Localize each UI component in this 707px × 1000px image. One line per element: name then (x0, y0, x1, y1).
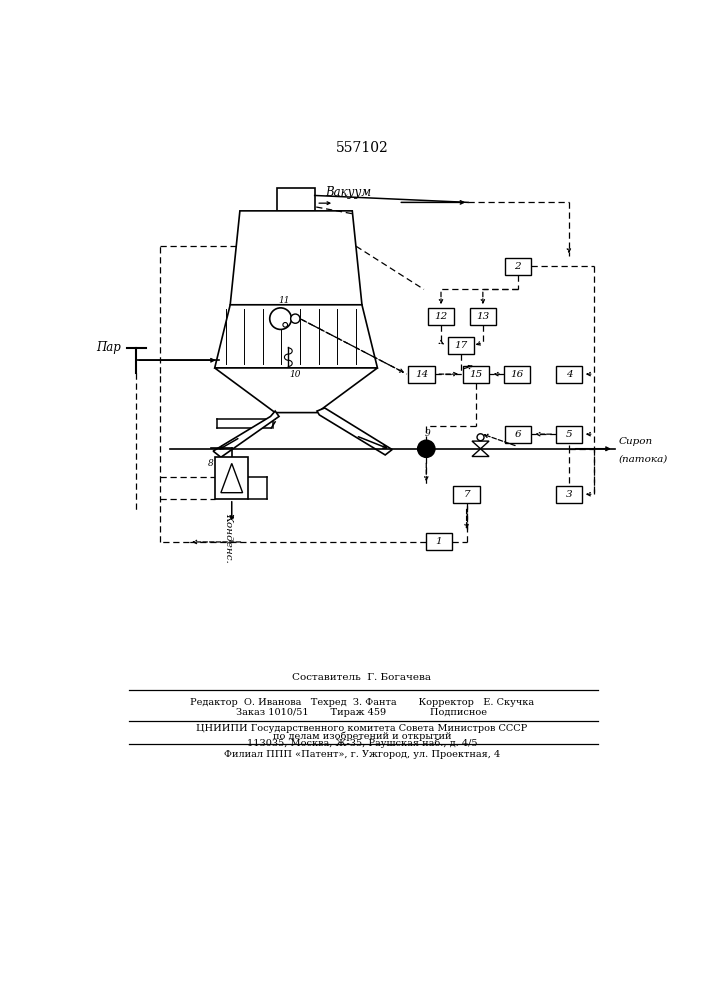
Bar (426, 533, 452, 550)
Text: ЦНИИПИ Государственного комитета Совета Министров СССР: ЦНИИПИ Государственного комитета Совета … (197, 724, 527, 733)
Text: 113035, Москва, Ж-35, Раушская наб., д. 4/5: 113035, Москва, Ж-35, Раушская наб., д. … (247, 738, 477, 748)
Circle shape (291, 314, 300, 323)
Bar (216, 457, 248, 499)
Text: 4: 4 (566, 370, 572, 379)
Text: 15: 15 (469, 370, 482, 379)
Bar (556, 426, 582, 443)
Circle shape (418, 440, 435, 457)
Text: 8: 8 (208, 459, 214, 468)
Text: 557102: 557102 (336, 141, 388, 155)
Text: Заказ 1010/51       Тираж 459              Подписное: Заказ 1010/51 Тираж 459 Подписное (236, 708, 487, 717)
Bar (556, 366, 582, 383)
Circle shape (283, 323, 288, 327)
Bar (469, 308, 496, 325)
Text: 11: 11 (278, 296, 289, 305)
Text: 2: 2 (515, 262, 521, 271)
Text: 16: 16 (510, 370, 524, 379)
Polygon shape (317, 408, 392, 455)
Circle shape (477, 434, 484, 441)
Text: Филиал ППП «Патент», г. Ужгород, ул. Проектная, 4: Филиал ППП «Патент», г. Ужгород, ул. Про… (224, 750, 500, 759)
Text: 7: 7 (463, 490, 470, 499)
Text: 9: 9 (425, 429, 431, 438)
Text: 17: 17 (455, 341, 468, 350)
Bar (277, 188, 315, 211)
Text: по делам изобретений и открытий: по делам изобретений и открытий (273, 731, 451, 741)
Text: 6: 6 (515, 430, 521, 439)
Text: 12: 12 (434, 312, 448, 321)
Polygon shape (221, 463, 243, 493)
Text: 1: 1 (436, 537, 442, 546)
Polygon shape (472, 441, 489, 449)
Bar (409, 366, 435, 383)
Text: Вакуум: Вакуум (325, 186, 372, 199)
Polygon shape (215, 305, 378, 368)
Bar (505, 258, 531, 275)
Bar (556, 486, 582, 503)
Bar (505, 426, 531, 443)
Text: 10: 10 (290, 370, 301, 379)
Text: Редактор  О. Иванова   Техред  З. Фанта       Корректор   Е. Скучка: Редактор О. Иванова Техред З. Фанта Корр… (190, 698, 534, 707)
Text: 13: 13 (477, 312, 489, 321)
Polygon shape (215, 368, 378, 413)
Bar (428, 308, 454, 325)
Text: 5: 5 (566, 430, 572, 439)
Polygon shape (213, 411, 279, 457)
Text: Пар: Пар (96, 341, 121, 354)
Polygon shape (472, 449, 489, 456)
Text: Сироп: Сироп (619, 437, 653, 446)
Text: 3: 3 (566, 490, 572, 499)
Bar (453, 486, 480, 503)
Bar (462, 366, 489, 383)
Bar (504, 366, 530, 383)
Circle shape (270, 308, 291, 329)
Text: Составитель  Г. Богачева: Составитель Г. Богачева (293, 673, 431, 682)
Text: Конденс.: Конденс. (224, 513, 233, 562)
Bar (448, 337, 474, 354)
Text: (патока): (патока) (619, 455, 667, 464)
Polygon shape (230, 211, 362, 305)
Text: 14: 14 (415, 370, 428, 379)
